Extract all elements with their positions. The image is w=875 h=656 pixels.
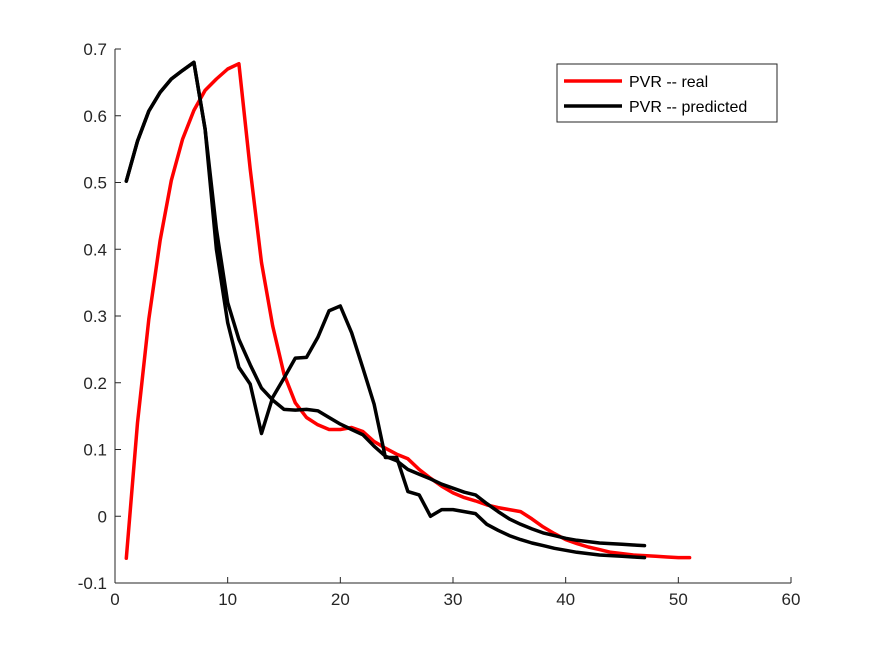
x-tick-label: 50 <box>669 590 688 609</box>
legend-label: PVR -- predicted <box>629 99 747 116</box>
y-tick-label: 0.5 <box>83 174 107 193</box>
series-lines <box>124 60 692 561</box>
legend: PVR -- real PVR -- predicted <box>556 63 778 123</box>
y-tick-label: 0.6 <box>83 107 107 126</box>
x-tick-label: 10 <box>218 590 237 609</box>
y-tick-label: 0.3 <box>83 307 107 326</box>
legend-label: PVR -- real <box>629 74 708 91</box>
legend-box <box>556 63 778 123</box>
x-tick-label: 60 <box>782 590 801 609</box>
y-tick-label: 0.1 <box>83 441 107 460</box>
axes: 0 10 20 30 40 50 60-0.100.10.20.30.40.50.60.7 <box>78 40 801 609</box>
y-tick-label: -0.1 <box>78 574 107 593</box>
series-line-predicted-alt <box>124 60 647 560</box>
y-tick-label: 0 <box>98 507 107 526</box>
x-tick-label: 20 <box>331 590 350 609</box>
y-tick-label: 0.4 <box>83 240 107 259</box>
y-tick-label: 0.2 <box>83 374 107 393</box>
y-tick-label: 0.7 <box>83 40 107 59</box>
x-tick-label: 30 <box>444 590 463 609</box>
x-tick-label: 0 <box>110 590 119 609</box>
series-line-real <box>124 61 692 561</box>
x-tick-label: 40 <box>556 590 575 609</box>
